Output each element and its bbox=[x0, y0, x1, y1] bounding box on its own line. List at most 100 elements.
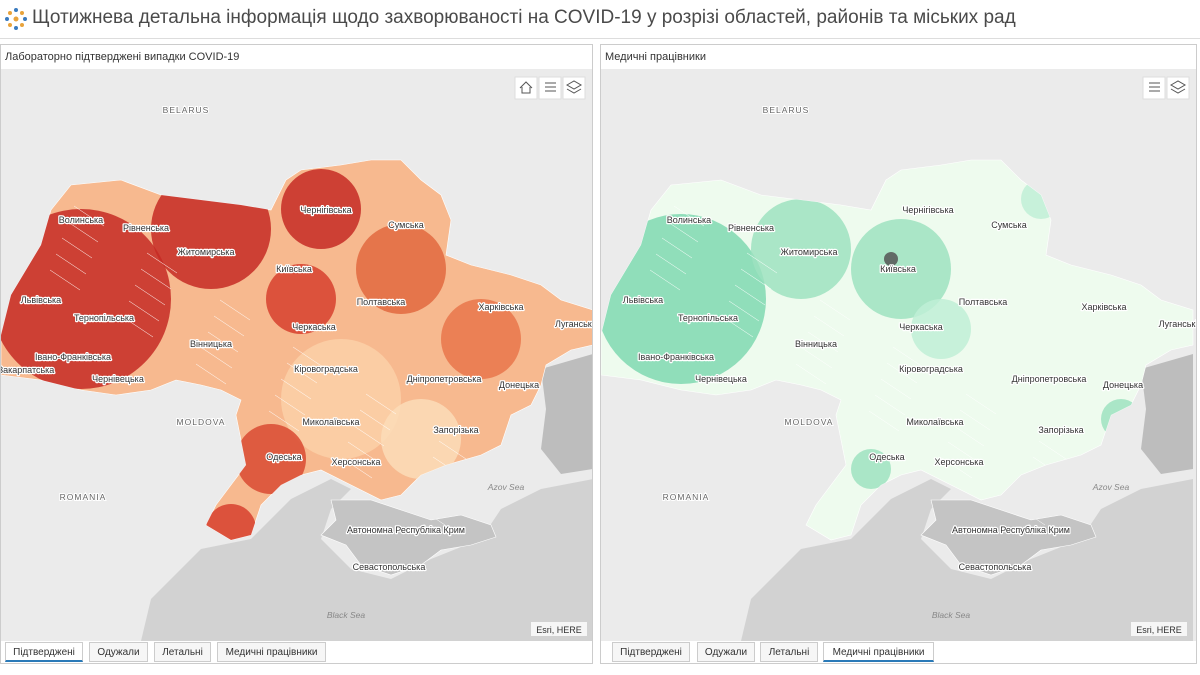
districts bbox=[601, 160, 1193, 526]
map-label: Черкаська bbox=[292, 322, 335, 332]
tab[interactable]: Підтверджені bbox=[612, 642, 690, 662]
district-border bbox=[673, 205, 705, 227]
district-border bbox=[274, 394, 306, 416]
layers-icon bbox=[1169, 80, 1187, 94]
map-tool[interactable] bbox=[538, 76, 562, 100]
map-label: Івано-Франківська bbox=[638, 352, 714, 362]
map-tool[interactable] bbox=[562, 76, 586, 100]
map-tool[interactable] bbox=[1142, 76, 1166, 100]
map-label: Луганські bbox=[1159, 319, 1196, 329]
tab[interactable]: Медичні працівники bbox=[823, 642, 934, 662]
district-border bbox=[740, 268, 772, 290]
map-label: Azov Sea bbox=[487, 482, 525, 492]
district-border bbox=[207, 331, 239, 353]
district-border bbox=[128, 300, 160, 322]
district-group bbox=[381, 399, 461, 479]
district-group bbox=[441, 299, 521, 379]
panel-title: Медичні працівники bbox=[605, 51, 706, 63]
tab[interactable]: Медичні працівники bbox=[217, 642, 326, 662]
district-group bbox=[911, 299, 971, 359]
district-border bbox=[959, 409, 991, 431]
attribution: Esri, HERE bbox=[1136, 625, 1182, 635]
tab[interactable]: Летальні bbox=[154, 642, 211, 662]
district-border bbox=[1038, 440, 1070, 462]
attribution-bg bbox=[1131, 622, 1187, 636]
district-border bbox=[746, 252, 778, 274]
district-border bbox=[146, 252, 178, 274]
map-label: Чернівецька bbox=[92, 374, 144, 384]
map-label: Полтавська bbox=[959, 297, 1008, 307]
header: Щотижнева детальна інформація щодо захво… bbox=[0, 0, 1200, 39]
district-group bbox=[751, 199, 851, 299]
district-border bbox=[953, 425, 985, 447]
districts bbox=[1, 160, 592, 554]
district-border bbox=[213, 315, 245, 337]
map-label: Івано-Франківська bbox=[35, 352, 111, 362]
panel-title: Лабораторно підтверджені випадки COVID-1… bbox=[5, 51, 240, 63]
tab[interactable]: Летальні bbox=[760, 642, 818, 662]
map-label: Львівська bbox=[21, 295, 61, 305]
district-border bbox=[73, 205, 105, 227]
district-border bbox=[286, 362, 318, 384]
map-panel: Медичні працівники BELARUS Волинська Рівне… bbox=[600, 44, 1197, 664]
map-label: Закарпатська bbox=[1, 365, 54, 375]
map-label: BELARUS bbox=[763, 105, 810, 115]
map-label: Рівненська bbox=[123, 223, 169, 233]
map-label: BELARUS bbox=[163, 105, 210, 115]
map-label: Тернопільська bbox=[74, 313, 134, 323]
district-border bbox=[807, 331, 839, 353]
map-label: Azov Sea bbox=[1092, 482, 1130, 492]
map-label: Севастопольська bbox=[959, 562, 1032, 572]
map-label: Black Sea bbox=[932, 610, 971, 620]
map-label: Рівненська bbox=[728, 223, 774, 233]
map-label: Тернопільська bbox=[678, 313, 738, 323]
district-group bbox=[1, 209, 171, 389]
district-border bbox=[941, 457, 973, 479]
district-border bbox=[438, 440, 470, 462]
district-border bbox=[61, 237, 93, 259]
map-label: Дніпропетровська bbox=[1012, 374, 1087, 384]
map-label: Харківська bbox=[479, 302, 524, 312]
district-group bbox=[851, 219, 951, 319]
district-border bbox=[195, 363, 227, 385]
map-label: Донецька bbox=[499, 380, 539, 390]
map-label: Черкаська bbox=[899, 322, 942, 332]
map-label: Кіровоградська bbox=[294, 364, 358, 374]
district-border bbox=[868, 410, 900, 432]
district-border bbox=[667, 221, 699, 243]
map-tool[interactable] bbox=[1166, 76, 1190, 100]
district-border bbox=[892, 346, 924, 368]
tab[interactable]: Одужали bbox=[697, 642, 755, 662]
district-border bbox=[201, 347, 233, 369]
district-border bbox=[722, 316, 754, 338]
district-border bbox=[795, 363, 827, 385]
map[interactable]: BELARUS Волинська Рівненська Житомирська Чер… bbox=[1, 69, 592, 641]
district-border bbox=[122, 316, 154, 338]
attribution-bg bbox=[531, 622, 587, 636]
map-label: Вінницька bbox=[795, 339, 837, 349]
district-border bbox=[280, 378, 312, 400]
tab[interactable]: Одужали bbox=[89, 642, 148, 662]
map-label: Black Sea bbox=[327, 610, 366, 620]
district-border bbox=[947, 441, 979, 463]
map-label: Київська bbox=[880, 264, 916, 274]
map-label: ROMANIA bbox=[60, 492, 107, 502]
map-tool[interactable] bbox=[514, 76, 538, 100]
district-border bbox=[219, 299, 251, 321]
map-panel: Лабораторно підтверджені випадки COVID-1… bbox=[0, 44, 593, 664]
district-border bbox=[734, 284, 766, 306]
district-border bbox=[268, 410, 300, 432]
district-border bbox=[347, 441, 379, 463]
district-border bbox=[134, 284, 166, 306]
map-label: Сумська bbox=[991, 220, 1026, 230]
district-group bbox=[281, 339, 401, 459]
tab[interactable]: Підтверджені bbox=[5, 642, 83, 662]
map-label: MOLDOVA bbox=[177, 417, 226, 427]
district-group bbox=[281, 169, 361, 249]
district-border bbox=[886, 362, 918, 384]
sea-area bbox=[141, 479, 592, 641]
map-label: Донецька bbox=[1103, 380, 1143, 390]
map-label: Волинська bbox=[667, 215, 711, 225]
map[interactable]: BELARUS Волинська Рівненська Житомирська Чер… bbox=[601, 69, 1196, 641]
